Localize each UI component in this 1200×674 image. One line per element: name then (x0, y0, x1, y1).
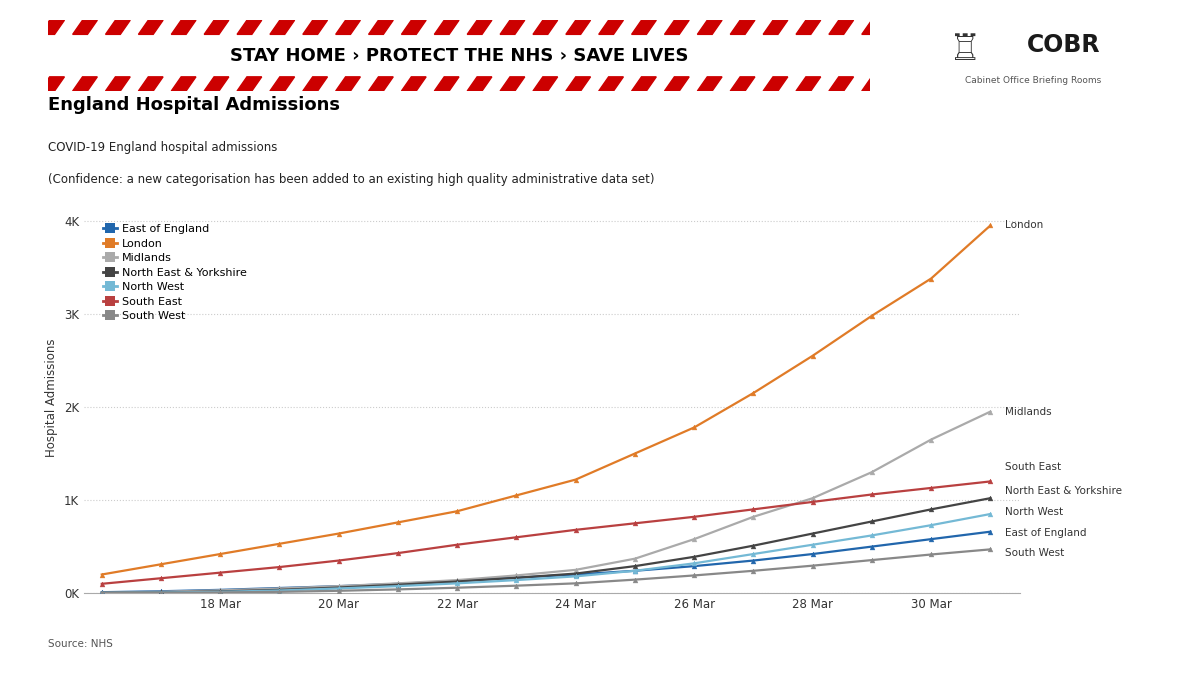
Polygon shape (138, 77, 163, 91)
Polygon shape (106, 77, 130, 91)
Polygon shape (402, 77, 426, 91)
Polygon shape (40, 20, 65, 34)
Polygon shape (665, 77, 689, 91)
Text: ♖: ♖ (949, 32, 980, 67)
Polygon shape (599, 20, 624, 34)
Text: North East & Yorkshire: North East & Yorkshire (1006, 486, 1122, 496)
Polygon shape (500, 20, 524, 34)
Polygon shape (434, 77, 458, 91)
Polygon shape (302, 20, 328, 34)
Legend: East of England, London, Midlands, North East & Yorkshire, North West, South Eas: East of England, London, Midlands, North… (98, 220, 252, 326)
Polygon shape (928, 20, 953, 34)
Text: Cabinet Office Briefing Rooms: Cabinet Office Briefing Rooms (965, 76, 1102, 85)
Polygon shape (829, 77, 853, 91)
Polygon shape (763, 77, 787, 91)
Text: East of England: East of England (1006, 528, 1087, 538)
Polygon shape (270, 77, 295, 91)
Polygon shape (533, 77, 558, 91)
Polygon shape (697, 77, 722, 91)
Polygon shape (796, 77, 821, 91)
Polygon shape (336, 20, 360, 34)
Polygon shape (302, 77, 328, 91)
Polygon shape (368, 20, 394, 34)
Polygon shape (73, 20, 97, 34)
Polygon shape (238, 77, 262, 91)
Polygon shape (829, 20, 853, 34)
Polygon shape (7, 77, 31, 91)
Polygon shape (533, 20, 558, 34)
Text: London: London (1006, 220, 1044, 231)
Polygon shape (566, 20, 590, 34)
Polygon shape (599, 77, 624, 91)
Polygon shape (402, 20, 426, 34)
Polygon shape (172, 20, 196, 34)
Polygon shape (631, 77, 656, 91)
Polygon shape (500, 77, 524, 91)
Y-axis label: Hospital Admissions: Hospital Admissions (46, 338, 59, 457)
Polygon shape (270, 20, 295, 34)
Polygon shape (763, 20, 787, 34)
Polygon shape (697, 20, 722, 34)
Text: England Hospital Admissions: England Hospital Admissions (48, 96, 340, 113)
Polygon shape (172, 77, 196, 91)
Polygon shape (138, 20, 163, 34)
Polygon shape (40, 77, 65, 91)
Text: COBR: COBR (1027, 33, 1100, 57)
Polygon shape (895, 77, 919, 91)
Polygon shape (204, 20, 229, 34)
Polygon shape (566, 77, 590, 91)
Polygon shape (434, 20, 458, 34)
Polygon shape (796, 20, 821, 34)
Polygon shape (665, 20, 689, 34)
Text: COVID-19 England hospital admissions: COVID-19 England hospital admissions (48, 141, 277, 154)
Polygon shape (467, 20, 492, 34)
Polygon shape (895, 20, 919, 34)
Polygon shape (7, 20, 31, 34)
Polygon shape (862, 20, 887, 34)
Text: North West: North West (1006, 507, 1063, 517)
Polygon shape (106, 20, 130, 34)
Polygon shape (204, 77, 229, 91)
Polygon shape (631, 20, 656, 34)
Polygon shape (336, 77, 360, 91)
Text: (Confidence: a new categorisation has been added to an existing high quality adm: (Confidence: a new categorisation has be… (48, 173, 654, 186)
Text: STAY HOME › PROTECT THE NHS › SAVE LIVES: STAY HOME › PROTECT THE NHS › SAVE LIVES (229, 47, 689, 65)
Polygon shape (731, 20, 755, 34)
Polygon shape (238, 20, 262, 34)
Text: South West: South West (1006, 548, 1064, 558)
Polygon shape (368, 77, 394, 91)
Polygon shape (928, 77, 953, 91)
Polygon shape (467, 77, 492, 91)
Text: Midlands: Midlands (1006, 406, 1052, 417)
Text: South East: South East (1006, 462, 1061, 472)
Polygon shape (862, 77, 887, 91)
Polygon shape (731, 77, 755, 91)
Polygon shape (73, 77, 97, 91)
Text: Source: NHS: Source: NHS (48, 639, 113, 648)
